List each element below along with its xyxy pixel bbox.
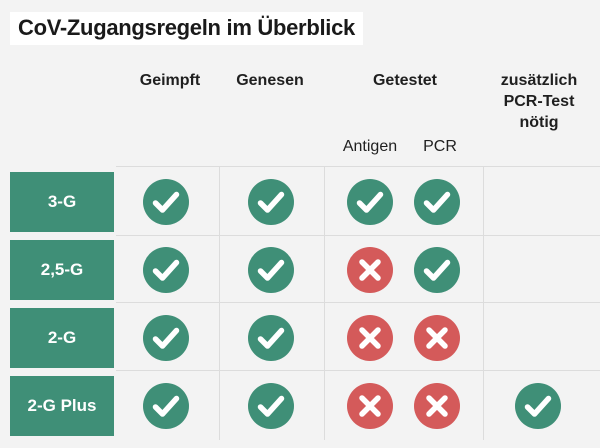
header-zusaetzlich-line1: zusätzlich: [500, 72, 578, 89]
grid-vline: [324, 166, 325, 440]
cross-icon: [347, 383, 393, 429]
checkmark-icon: [347, 179, 393, 225]
checkmark-icon: [414, 179, 460, 225]
subheader-antigen: Antigen: [342, 138, 398, 155]
row-label: 2-G: [10, 308, 114, 368]
cross-icon: [347, 247, 393, 293]
header-geimpft: Geimpft: [139, 72, 201, 89]
grid-hline: [116, 370, 600, 371]
checkmark-icon: [515, 383, 561, 429]
cross-icon: [347, 315, 393, 361]
checkmark-icon: [143, 179, 189, 225]
checkmark-icon: [143, 315, 189, 361]
grid-hline: [116, 302, 600, 303]
grid-vline: [219, 166, 220, 440]
checkmark-icon: [414, 247, 460, 293]
checkmark-icon: [248, 383, 294, 429]
grid-hline: [116, 235, 600, 236]
checkmark-icon: [143, 247, 189, 293]
row-label: 3-G: [10, 172, 114, 232]
header-zusaetzlich: zusätzlich PCR-Test nötig: [484, 70, 594, 133]
page-title: CoV-Zugangsregeln im Überblick: [10, 12, 363, 45]
checkmark-icon: [248, 179, 294, 225]
subheader-pcr: PCR: [423, 138, 457, 155]
cross-icon: [414, 315, 460, 361]
grid-vline: [483, 166, 484, 440]
checkmark-icon: [143, 383, 189, 429]
checkmark-icon: [248, 315, 294, 361]
header-zusaetzlich-line3: nötig: [519, 114, 559, 131]
row-label: 2,5-G: [10, 240, 114, 300]
grid-hline: [116, 166, 600, 167]
checkmark-icon: [248, 247, 294, 293]
cross-icon: [414, 383, 460, 429]
header-zusaetzlich-line2: PCR-Test: [503, 93, 575, 110]
header-getestet: Getestet: [372, 72, 438, 89]
header-genesen: Genesen: [236, 72, 304, 89]
row-label: 2-G Plus: [10, 376, 114, 436]
